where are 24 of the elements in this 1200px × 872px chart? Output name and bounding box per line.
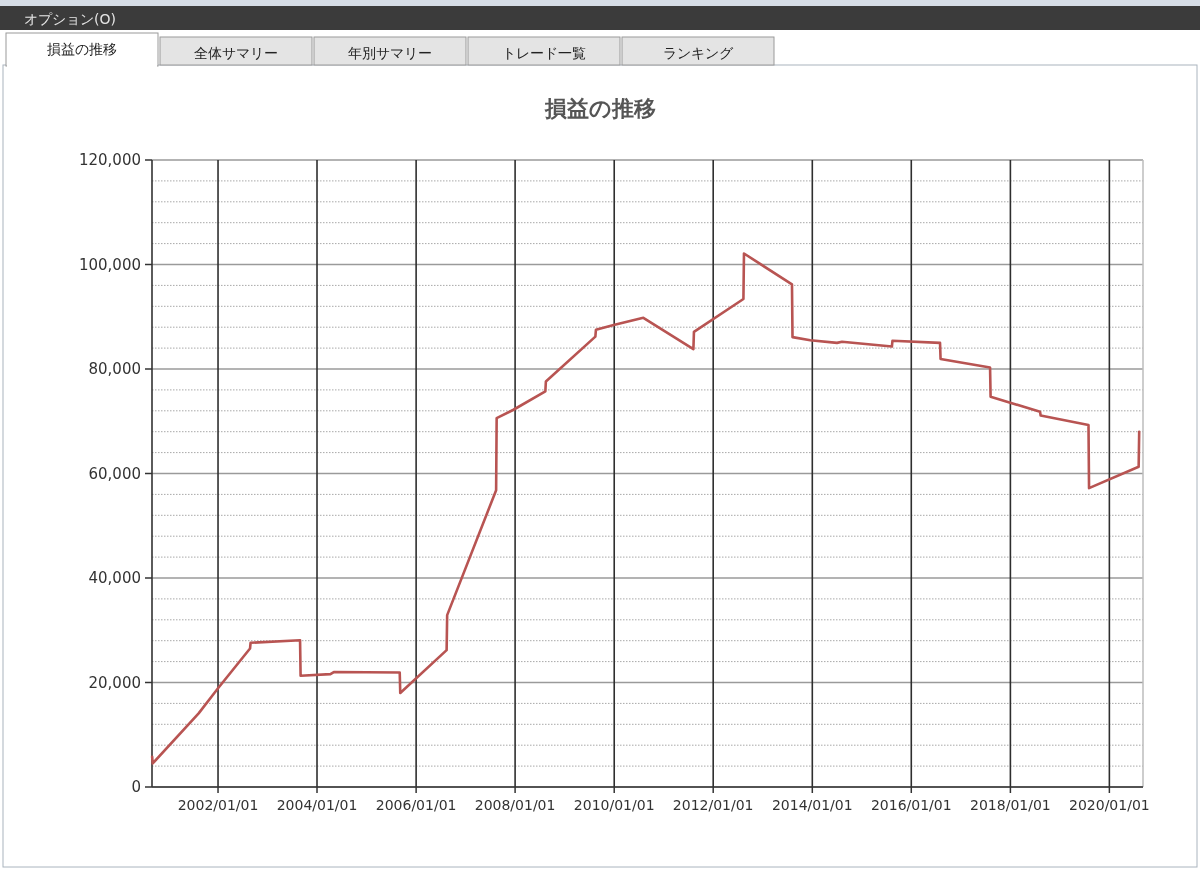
x-tick-label: 2018/01/01 [970,797,1051,813]
x-tick-label: 2004/01/01 [276,797,358,813]
x-tick-label: 2006/01/01 [375,797,457,813]
tab-label: 損益の推移 [47,41,117,57]
y-tick-label: 80,000 [88,360,141,378]
title: 損益の推移 [544,96,656,121]
y-tick-label: 60,000 [88,464,141,483]
menu-label: オプション(O) [24,11,116,27]
tab-label: トレード一覧 [502,45,586,61]
y-tick-label: 120,000 [78,151,141,169]
tab-label: 全体サマリー [194,45,278,61]
x-tick-label: 2010/01/01 [573,797,655,813]
y-tick-label: 40,000 [88,569,141,587]
y-tick-label: 100,000 [78,255,141,274]
x-tick-label: 2020/01/01 [1069,797,1150,813]
x-tick-label: 2008/01/01 [474,797,556,813]
x-tick-label: 2002/01/01 [177,797,259,813]
x-tick-label: 2016/01/01 [870,797,952,813]
x-tick-label: 2012/01/01 [672,797,754,813]
y-tick-label: 20,000 [88,673,141,692]
tab-label: 年別サマリー [348,45,432,61]
y-tick-label: 0 [131,778,141,796]
x-tick-label: 2014/01/01 [771,797,853,813]
tab-label: ランキング [663,45,733,61]
